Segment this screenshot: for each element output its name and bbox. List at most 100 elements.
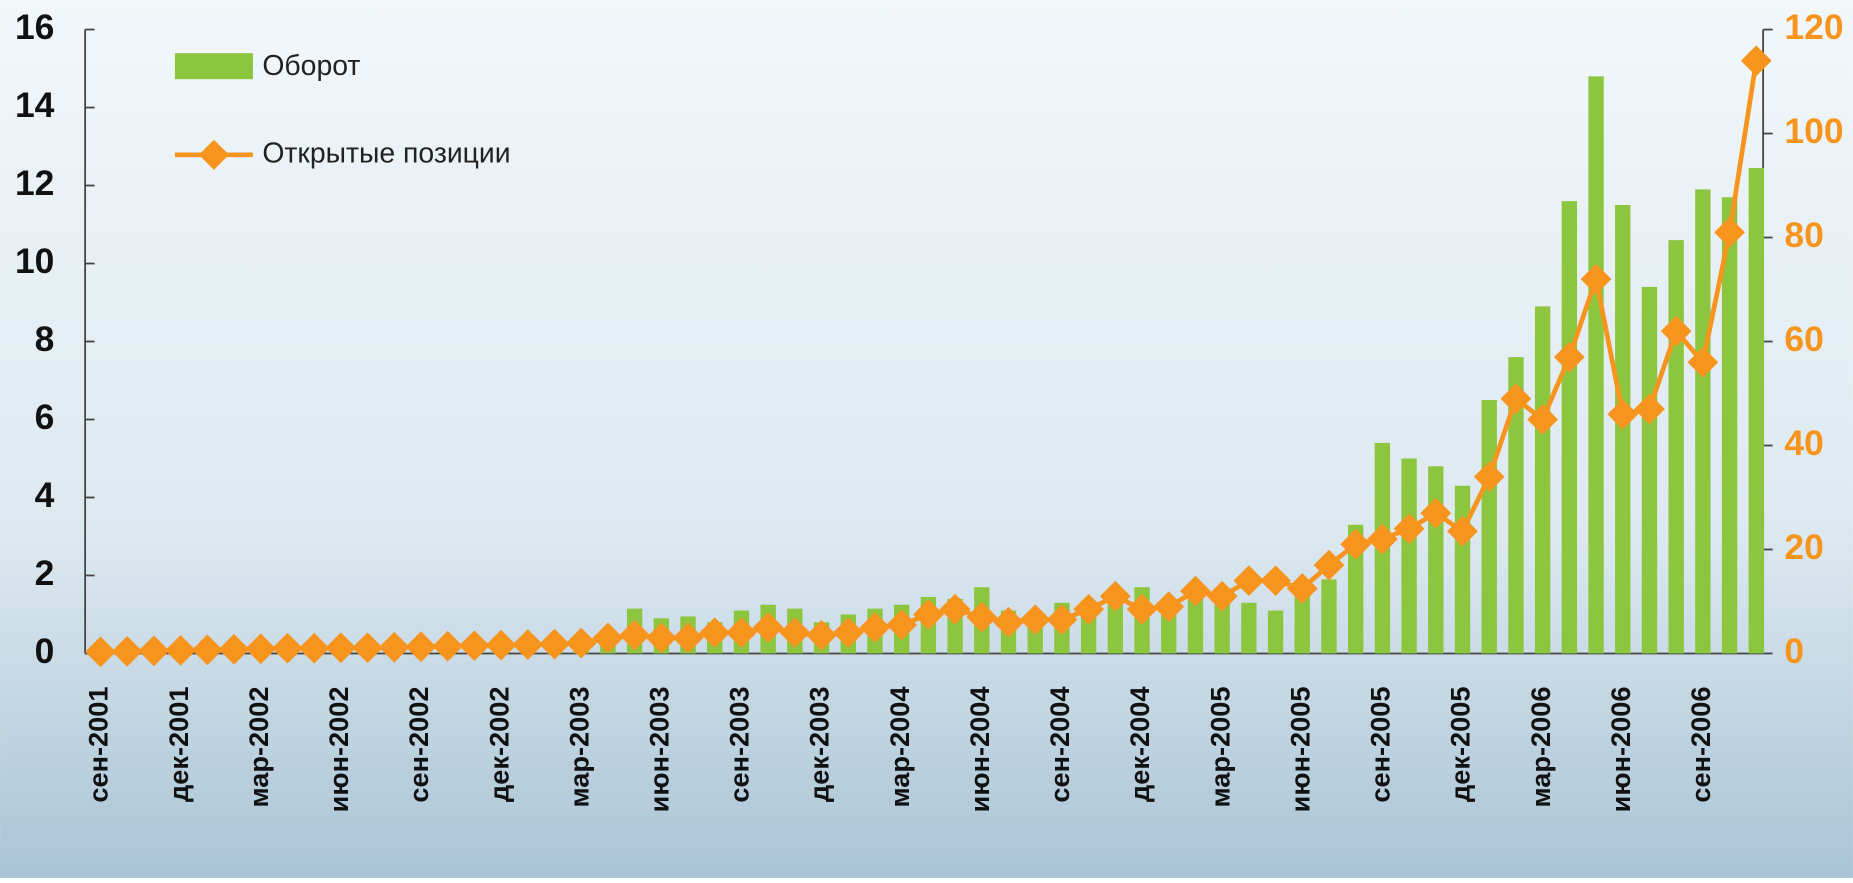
line-marker [111, 636, 143, 667]
line-marker [1687, 346, 1719, 378]
bar [1641, 286, 1658, 654]
line-marker [1447, 515, 1478, 547]
line-marker [993, 606, 1024, 638]
line-marker [1420, 497, 1452, 529]
bar [1508, 357, 1524, 654]
line-marker [832, 617, 864, 649]
line-marker [1607, 398, 1639, 430]
y2-tick-label: 40 [1784, 423, 1823, 463]
y-tick-label: 2 [35, 553, 55, 593]
bar [1721, 197, 1738, 654]
line-marker [1046, 604, 1078, 636]
line-marker [432, 630, 464, 662]
x-tick-label: дек-2002 [483, 687, 514, 802]
line-marker [352, 632, 383, 664]
x-tick-label: сен-2001 [83, 687, 114, 803]
line-marker [939, 593, 971, 625]
line-marker [1313, 549, 1345, 581]
bar [1454, 485, 1471, 654]
line-marker [1260, 565, 1291, 597]
line-marker [592, 622, 624, 654]
y2-tick-label: 20 [1784, 527, 1823, 567]
x-tick-label: июн-2004 [964, 687, 995, 813]
x-tick-label: сен-2006 [1685, 687, 1716, 803]
line-marker [1073, 593, 1104, 625]
line-marker [1206, 580, 1238, 612]
y-tick-label: 12 [15, 163, 54, 203]
bar [1107, 598, 1124, 654]
y-tick-label: 16 [15, 7, 54, 47]
bar [1481, 400, 1497, 654]
line-marker [672, 622, 704, 654]
line-marker [1473, 461, 1505, 493]
y2-tick-label: 120 [1784, 7, 1843, 47]
legend-label: Открытые позиции [262, 137, 510, 169]
line-marker [1340, 528, 1372, 560]
line-marker [806, 619, 837, 651]
line-marker [1126, 593, 1158, 625]
bar [1695, 189, 1711, 654]
line-marker [1580, 263, 1612, 295]
bar [1241, 602, 1257, 654]
line-marker [1233, 565, 1265, 597]
line-marker [645, 622, 677, 654]
x-tick-label: мар-2002 [243, 687, 274, 808]
y-tick-label: 0 [35, 631, 55, 671]
line-marker [1393, 513, 1425, 545]
legend-swatch [174, 53, 253, 80]
line-marker [1180, 575, 1211, 607]
x-tick-label: мар-2006 [1525, 687, 1556, 808]
line-marker [378, 631, 410, 663]
line-marker [539, 628, 570, 660]
line-marker [565, 627, 597, 659]
line-marker [859, 612, 891, 643]
x-tick-label: дек-2003 [804, 687, 835, 802]
x-tick-label: июн-2005 [1284, 687, 1315, 813]
x-tick-label: дек-2004 [1124, 687, 1155, 802]
line-marker [1634, 393, 1665, 425]
line-marker [913, 599, 944, 630]
bar [1267, 610, 1284, 654]
line-marker [886, 609, 918, 641]
line-marker [1740, 45, 1772, 77]
line-marker [1527, 404, 1558, 435]
bar [1588, 76, 1604, 654]
bar [1428, 466, 1444, 654]
bar [1321, 579, 1337, 654]
bar [1187, 594, 1204, 654]
x-tick-label: мар-2005 [1204, 687, 1235, 808]
line-marker [779, 617, 811, 649]
y2-tick-label: 0 [1784, 631, 1804, 671]
line-marker [1099, 580, 1131, 612]
bar [1401, 458, 1417, 654]
x-tick-label: июн-2003 [643, 687, 674, 813]
y2-tick-label: 80 [1784, 215, 1823, 255]
line-marker [752, 612, 784, 643]
x-tick-label: сен-2005 [1365, 687, 1396, 803]
x-tick-label: мар-2004 [884, 687, 915, 808]
line-marker [218, 633, 250, 665]
y-tick-label: 10 [15, 241, 54, 281]
x-tick-label: дек-2005 [1445, 687, 1476, 802]
x-tick-label: июн-2002 [323, 687, 354, 813]
bar [1748, 167, 1764, 654]
x-tick-label: сен-2004 [1044, 687, 1075, 803]
y-tick-label: 6 [35, 397, 55, 437]
x-tick-label: сен-2003 [724, 687, 755, 803]
line-marker [272, 632, 303, 664]
y-tick-label: 14 [15, 85, 55, 125]
y2-tick-label: 60 [1784, 319, 1823, 359]
line-marker [726, 617, 757, 649]
y-tick-label: 4 [35, 475, 55, 515]
line-marker [485, 629, 517, 661]
bar [1348, 524, 1364, 654]
line-marker [85, 636, 116, 668]
bar [1534, 306, 1551, 654]
line-marker [245, 633, 277, 665]
bar [1668, 240, 1684, 654]
line-marker [1153, 591, 1185, 623]
x-tick-label: июн-2006 [1605, 687, 1636, 813]
bar [1294, 587, 1310, 654]
line-marker [165, 634, 196, 666]
